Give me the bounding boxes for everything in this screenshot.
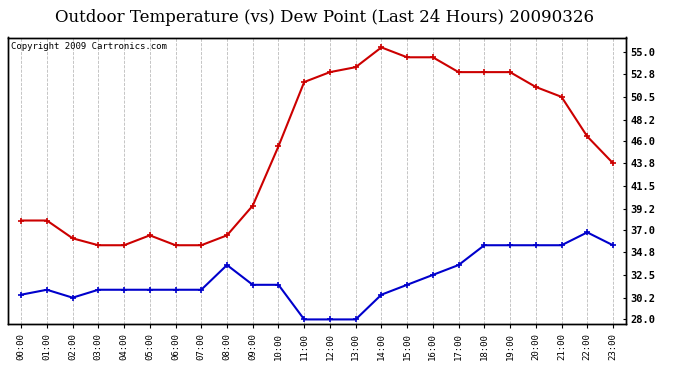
Text: Outdoor Temperature (vs) Dew Point (Last 24 Hours) 20090326: Outdoor Temperature (vs) Dew Point (Last…: [55, 9, 594, 26]
Text: Copyright 2009 Cartronics.com: Copyright 2009 Cartronics.com: [11, 42, 167, 51]
